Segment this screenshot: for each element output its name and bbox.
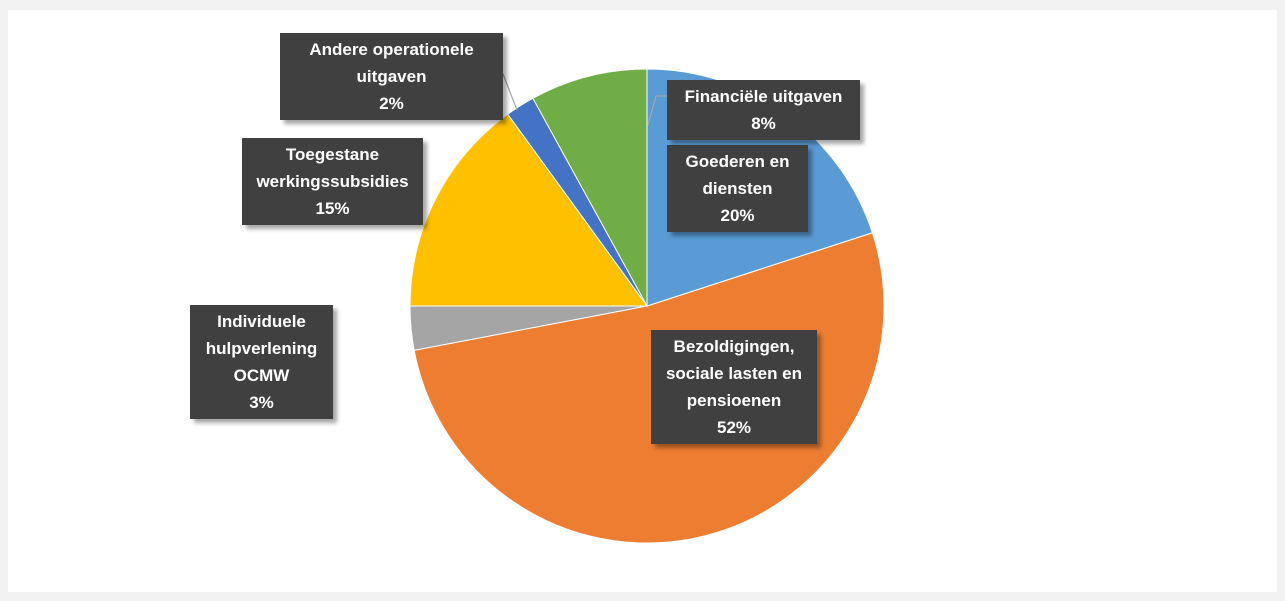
data-label: Bezoldigingen, sociale lasten en pensioe… [651,330,817,444]
label-name: Goederen en diensten [685,152,790,198]
label-name: Andere operationele uitgaven [309,40,474,86]
label-value: 2% [379,94,404,113]
data-label: Individuele hulpverlening OCMW 3% [190,305,333,419]
label-value: 8% [751,114,776,133]
pie-slice [413,232,885,544]
label-name: Toegestane werkingssubsidies [256,145,409,191]
label-name: Financiële uitgaven [684,87,843,106]
label-value: 20% [720,206,755,225]
leader-line [647,95,667,126]
label-name: Bezoldigingen, sociale lasten en pensioe… [665,337,803,410]
label-value: 52% [716,418,752,437]
pie-slice [409,113,648,307]
label-value: 3% [249,393,274,412]
data-label: Financiële uitgaven 8% [667,80,860,140]
pie-slice [532,68,648,307]
label-value: 15% [315,199,350,218]
data-label: Goederen en diensten 20% [667,145,808,232]
label-name: Individuele hulpverlening OCMW [205,312,318,385]
data-label: Andere operationele uitgaven 2% [280,33,503,120]
data-label: Toegestane werkingssubsidies 15% [242,138,423,225]
